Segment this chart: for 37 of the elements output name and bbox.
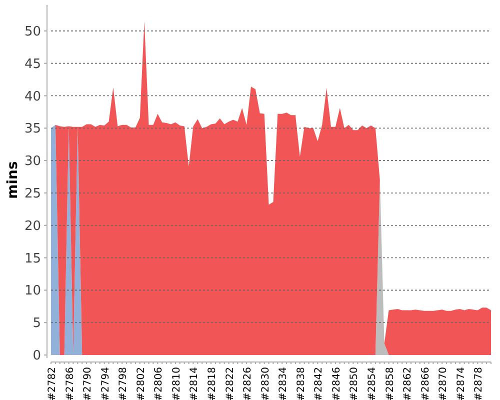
x-tick-label: #2798 xyxy=(118,367,130,400)
x-tick-label: #2790 xyxy=(82,367,94,400)
x-tick-label: #2810 xyxy=(171,367,182,400)
y-tick-label: 15 xyxy=(24,251,41,266)
x-tick-label: #2794 xyxy=(100,367,112,400)
y-tick-label: 0 xyxy=(32,348,41,364)
x-tick-label: #2826 xyxy=(242,367,254,400)
x-tick-label: #2846 xyxy=(331,367,342,400)
y-tick-label: 50 xyxy=(24,24,41,40)
x-tick-label: #2830 xyxy=(260,367,272,400)
y-tick-label: 40 xyxy=(24,89,41,104)
y-tick-label: 10 xyxy=(24,284,41,299)
x-tick-label: #2878 xyxy=(474,367,485,400)
y-tick-label: 5 xyxy=(32,316,41,332)
x-tick-label: #2822 xyxy=(224,367,236,400)
x-tick-label: #2842 xyxy=(314,367,325,400)
y-tick-label: 30 xyxy=(24,154,41,170)
x-tick-label: #2870 xyxy=(438,367,450,400)
x-tick-label: #2838 xyxy=(296,367,307,400)
x-tick-label: #2782 xyxy=(47,367,58,400)
x-tick-label: #2874 xyxy=(456,367,467,400)
x-tick-label: #2862 xyxy=(402,367,414,400)
x-tick-label: #2806 xyxy=(154,367,165,400)
y-tick-label: 25 xyxy=(24,186,41,202)
y-tick-label: 45 xyxy=(24,56,41,72)
x-tick-label: #2858 xyxy=(384,367,396,400)
y-tick-label: 20 xyxy=(24,218,41,234)
x-tick-label: #2834 xyxy=(278,367,290,400)
x-tick-label: #2786 xyxy=(64,367,76,400)
y-axis-title: mins xyxy=(5,161,21,199)
x-tick-label: #2854 xyxy=(367,367,378,400)
x-tick-label: #2850 xyxy=(349,367,360,400)
x-tick-label: #2818 xyxy=(207,367,218,400)
y-tick-label: 35 xyxy=(24,122,41,137)
x-tick-label: #2814 xyxy=(189,367,200,400)
x-tick-label: #2802 xyxy=(136,367,147,400)
x-tick-label: #2866 xyxy=(420,367,432,400)
